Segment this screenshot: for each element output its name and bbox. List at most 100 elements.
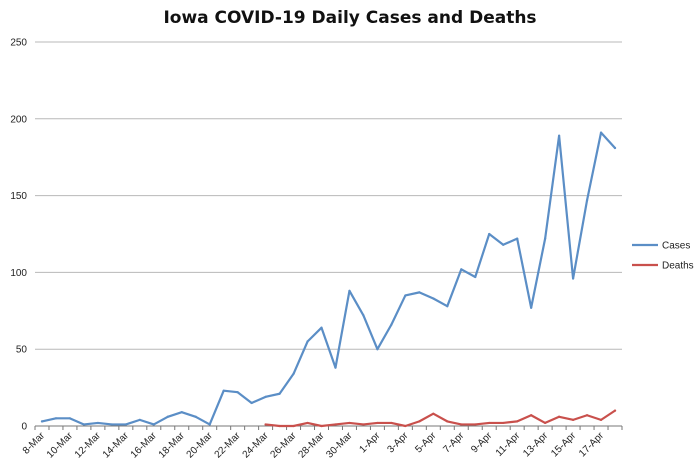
cases-point bbox=[362, 314, 365, 317]
legend-label-deaths: Deaths bbox=[662, 261, 694, 272]
deaths-point bbox=[558, 415, 561, 418]
cases-point bbox=[236, 391, 239, 394]
deaths-point bbox=[278, 424, 281, 428]
deaths-point bbox=[334, 423, 337, 426]
cases-point bbox=[40, 420, 44, 423]
cases-point bbox=[180, 411, 183, 414]
cases-series-line bbox=[40, 131, 617, 426]
deaths-point bbox=[502, 421, 505, 425]
cases-point bbox=[544, 237, 547, 240]
x-tick-label: 17-Apr bbox=[577, 430, 606, 459]
cases-point bbox=[376, 348, 379, 351]
cases-point bbox=[488, 232, 491, 236]
cases-point bbox=[558, 134, 561, 137]
x-tick-label: 16-Mar bbox=[129, 430, 160, 461]
deaths-point bbox=[390, 421, 393, 425]
cases-point bbox=[306, 340, 309, 343]
cases-point bbox=[138, 418, 141, 421]
deaths-point bbox=[488, 421, 491, 425]
cases-point bbox=[194, 415, 197, 418]
x-tick-label: 20-Mar bbox=[185, 430, 216, 461]
x-tick-label: 12-Mar bbox=[73, 430, 104, 461]
cases-point bbox=[613, 146, 617, 150]
cases-point bbox=[585, 199, 589, 202]
deaths-point bbox=[264, 423, 267, 426]
y-tick-label: 150 bbox=[10, 191, 27, 202]
x-tick-label: 3-Apr bbox=[385, 430, 411, 456]
deaths-point bbox=[362, 423, 365, 426]
cases-point bbox=[264, 395, 267, 398]
deaths-point bbox=[474, 423, 477, 426]
cases-point bbox=[599, 131, 603, 134]
x-tick-label: 24-Mar bbox=[241, 430, 272, 461]
x-tick-label: 10-Mar bbox=[45, 430, 76, 461]
deaths-point bbox=[446, 420, 449, 423]
x-tick-label: 7-Apr bbox=[441, 430, 467, 456]
cases-point bbox=[110, 423, 113, 426]
cases-point bbox=[222, 389, 225, 392]
cases-point bbox=[96, 421, 99, 425]
x-tick-label: 5-Apr bbox=[413, 430, 439, 456]
x-tick-label: 14-Mar bbox=[101, 430, 132, 461]
cases-point bbox=[571, 277, 575, 280]
deaths-point bbox=[418, 420, 421, 423]
cases-point bbox=[530, 306, 533, 309]
x-tick-label: 18-Mar bbox=[157, 430, 188, 461]
deaths-point bbox=[516, 420, 519, 423]
cases-point bbox=[124, 423, 127, 426]
y-tick-label: 50 bbox=[16, 345, 28, 356]
deaths-point bbox=[599, 418, 603, 421]
cases-point bbox=[68, 417, 72, 420]
cases-point bbox=[404, 294, 407, 297]
x-tick-label: 15-Apr bbox=[549, 430, 578, 459]
y-tick-label: 0 bbox=[21, 422, 27, 433]
y-tick-label: 100 bbox=[10, 268, 27, 279]
cases-point bbox=[278, 392, 281, 395]
cases-point bbox=[82, 423, 86, 426]
x-tick-label: 22-Mar bbox=[213, 430, 244, 461]
x-tick-label: 11-Apr bbox=[494, 430, 523, 459]
cases-point bbox=[166, 415, 169, 418]
cases-point bbox=[320, 326, 323, 329]
cases-point bbox=[208, 423, 211, 426]
cases-point bbox=[390, 323, 393, 326]
y-tick-label: 250 bbox=[10, 38, 27, 49]
x-tick-label: 1-Apr bbox=[357, 430, 383, 456]
chart-title: Iowa COVID-19 Daily Cases and Deaths bbox=[163, 8, 537, 28]
cases-point bbox=[502, 243, 505, 246]
deaths-point bbox=[432, 412, 435, 415]
cases-point bbox=[348, 289, 351, 292]
deaths-point bbox=[613, 409, 617, 412]
x-tick-label: 8-Mar bbox=[21, 430, 48, 457]
cases-point bbox=[54, 417, 58, 420]
legend-label-cases: Cases bbox=[662, 241, 690, 252]
x-tick-label: 13-Apr bbox=[521, 430, 550, 459]
x-tick-label: 26-Mar bbox=[268, 430, 299, 461]
cases-point bbox=[250, 401, 253, 405]
deaths-point bbox=[530, 414, 533, 417]
deaths-point bbox=[376, 421, 379, 425]
x-tick-label: 9-Apr bbox=[469, 430, 495, 456]
deaths-point bbox=[306, 421, 309, 425]
x-tick-label: 28-Mar bbox=[296, 430, 327, 461]
cases-point bbox=[152, 423, 155, 426]
cases-point bbox=[292, 372, 295, 375]
cases-point bbox=[432, 297, 435, 300]
cases-point bbox=[460, 268, 463, 271]
y-tick-label: 200 bbox=[10, 114, 27, 125]
deaths-point bbox=[585, 414, 589, 417]
deaths-point bbox=[571, 418, 575, 421]
deaths-point bbox=[348, 421, 351, 425]
cases-point bbox=[446, 305, 449, 308]
deaths-point bbox=[404, 424, 407, 428]
deaths-series-line bbox=[264, 409, 617, 428]
cases-point bbox=[334, 366, 337, 369]
x-tick-label: 30-Mar bbox=[324, 430, 355, 461]
deaths-point bbox=[544, 421, 547, 425]
cases-point bbox=[418, 291, 421, 294]
cases-point bbox=[474, 275, 477, 279]
deaths-point bbox=[320, 424, 323, 428]
deaths-point bbox=[292, 424, 295, 428]
cases-point bbox=[516, 237, 519, 240]
